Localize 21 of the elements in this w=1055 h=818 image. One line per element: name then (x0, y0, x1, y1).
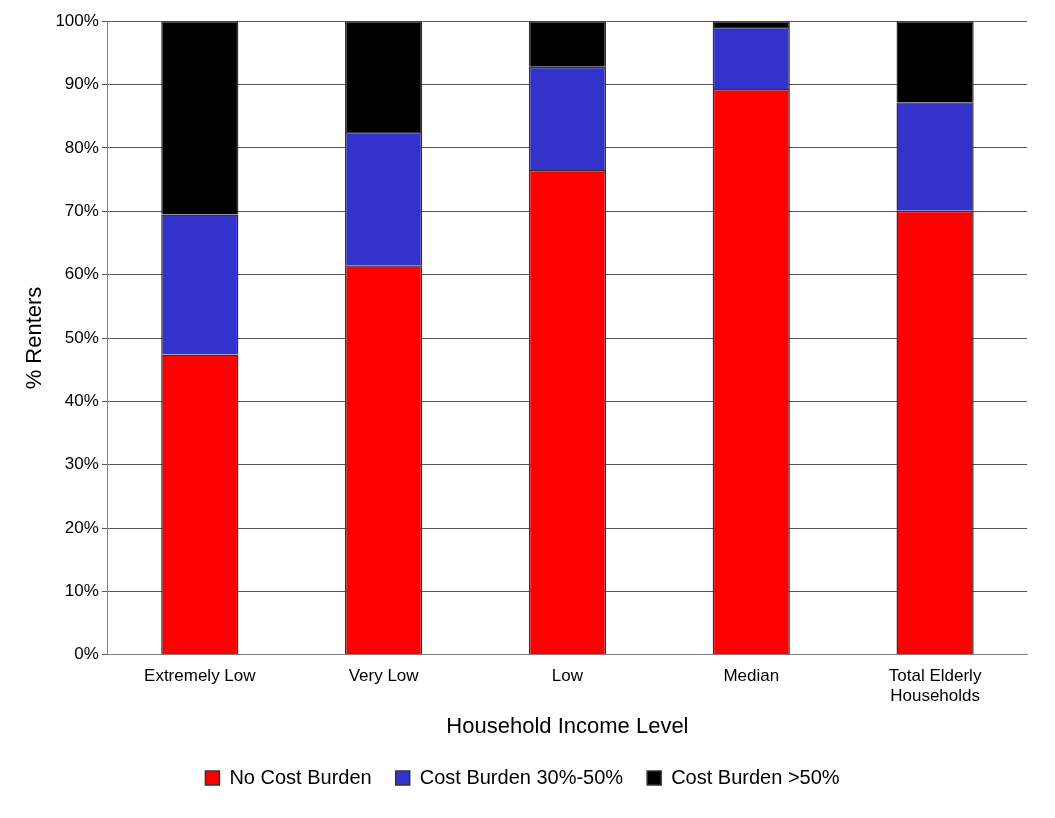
y-tick-label: 90% (64, 74, 99, 94)
x-axis-title: Household Income Level (446, 712, 689, 738)
y-tick-label: 50% (64, 327, 99, 347)
legend-label: Cost Burden 30%-50% (419, 765, 624, 788)
y-tick-label: 70% (64, 200, 99, 220)
y-tick-label: 20% (64, 517, 99, 537)
x-tick-label: Low (551, 665, 584, 685)
y-tick-label: 40% (64, 391, 99, 411)
legend-label: No Cost Burden (229, 765, 372, 788)
y-axis-title: % Renters (21, 286, 47, 390)
x-tick-label: Extremely Low (144, 665, 257, 685)
legend-label: Cost Burden >50% (671, 765, 840, 788)
y-tick-label: 0% (74, 644, 99, 664)
y-tick-label: 60% (64, 264, 99, 284)
x-tick-label: Median (723, 665, 780, 685)
y-tick-label: 80% (64, 137, 99, 157)
y-tick-label: 100% (55, 10, 99, 30)
x-tick-label: Very Low (348, 665, 420, 685)
y-tick-label: 10% (64, 581, 99, 601)
y-tick-label: 30% (64, 454, 99, 474)
x-tick-label: Total Elderly Households (888, 665, 982, 706)
